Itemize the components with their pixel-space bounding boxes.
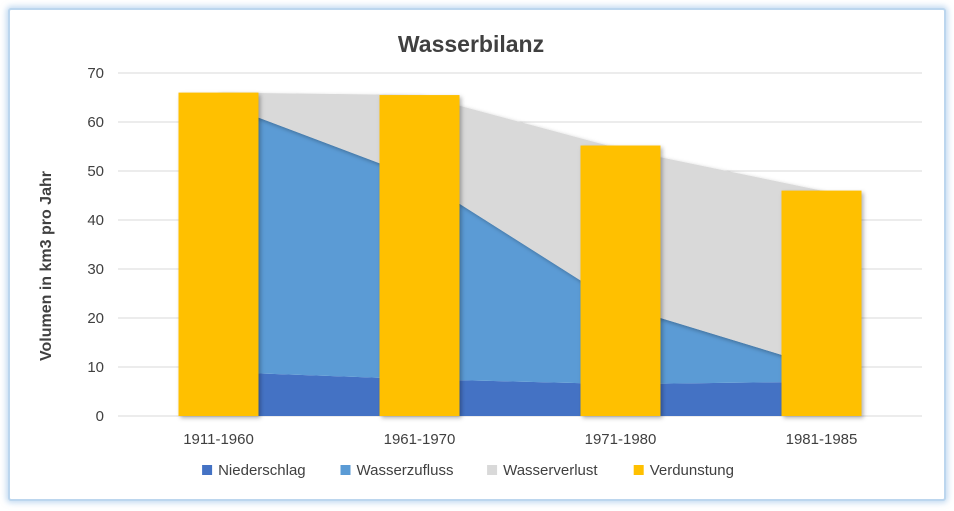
y-tick-label: 30 [87, 261, 104, 278]
y-tick-label: 60 [87, 114, 104, 131]
bar-verdunstung [580, 145, 661, 416]
x-tick-label: 1961-1970 [384, 431, 456, 448]
legend: Niederschlag Wasserzufluss Wasserverlust Ve… [202, 462, 734, 479]
y-tick-label: 40 [87, 212, 104, 229]
y-tick-label: 50 [87, 163, 104, 180]
chart: Wasserbilanz Volumen in km3 pro Jahr 0 10… [38, 31, 922, 479]
legend-swatch-verdunstung [633, 465, 644, 475]
legend-label-wasserverlust: Wasserverlust [503, 462, 598, 479]
legend-label-niederschlag: Niederschlag [218, 462, 306, 479]
y-tick-label: 20 [87, 310, 104, 327]
area-niederschlag [218, 371, 822, 416]
area-wasserzufluss [218, 102, 822, 385]
x-tick-labels: 1911-1960 1961-1970 1971-1980 1981-1985 [183, 431, 857, 448]
legend-label-wasserzufluss: Wasserzufluss [357, 462, 454, 479]
bar-verdunstung [781, 190, 862, 416]
bar-series [178, 92, 862, 417]
bar-verdunstung [379, 95, 460, 417]
chart-title: Wasserbilanz [398, 31, 544, 57]
x-tick-label: 1911-1960 [183, 431, 254, 448]
y-tick-label: 70 [87, 65, 104, 82]
y-tick-label: 10 [87, 359, 104, 376]
legend-swatch-wasserzufluss [340, 465, 351, 475]
bar-verdunstung [178, 92, 259, 416]
area-series [218, 92, 822, 416]
area-wasserverlust [218, 92, 822, 367]
x-tick-label: 1981-1985 [786, 431, 858, 448]
chart-frame: Wasserbilanz Volumen in km3 pro Jahr 0 10… [8, 8, 946, 501]
legend-swatch-niederschlag [202, 465, 213, 475]
y-tick-labels: 0 10 20 30 40 50 60 70 [87, 65, 104, 425]
y-tick-label: 0 [96, 408, 104, 425]
legend-swatch-wasserverlust [487, 465, 498, 475]
legend-label-verdunstung: Verdunstung [650, 462, 734, 479]
x-tick-label: 1971-1980 [585, 431, 657, 448]
y-axis-label: Volumen in km3 pro Jahr [38, 171, 55, 361]
